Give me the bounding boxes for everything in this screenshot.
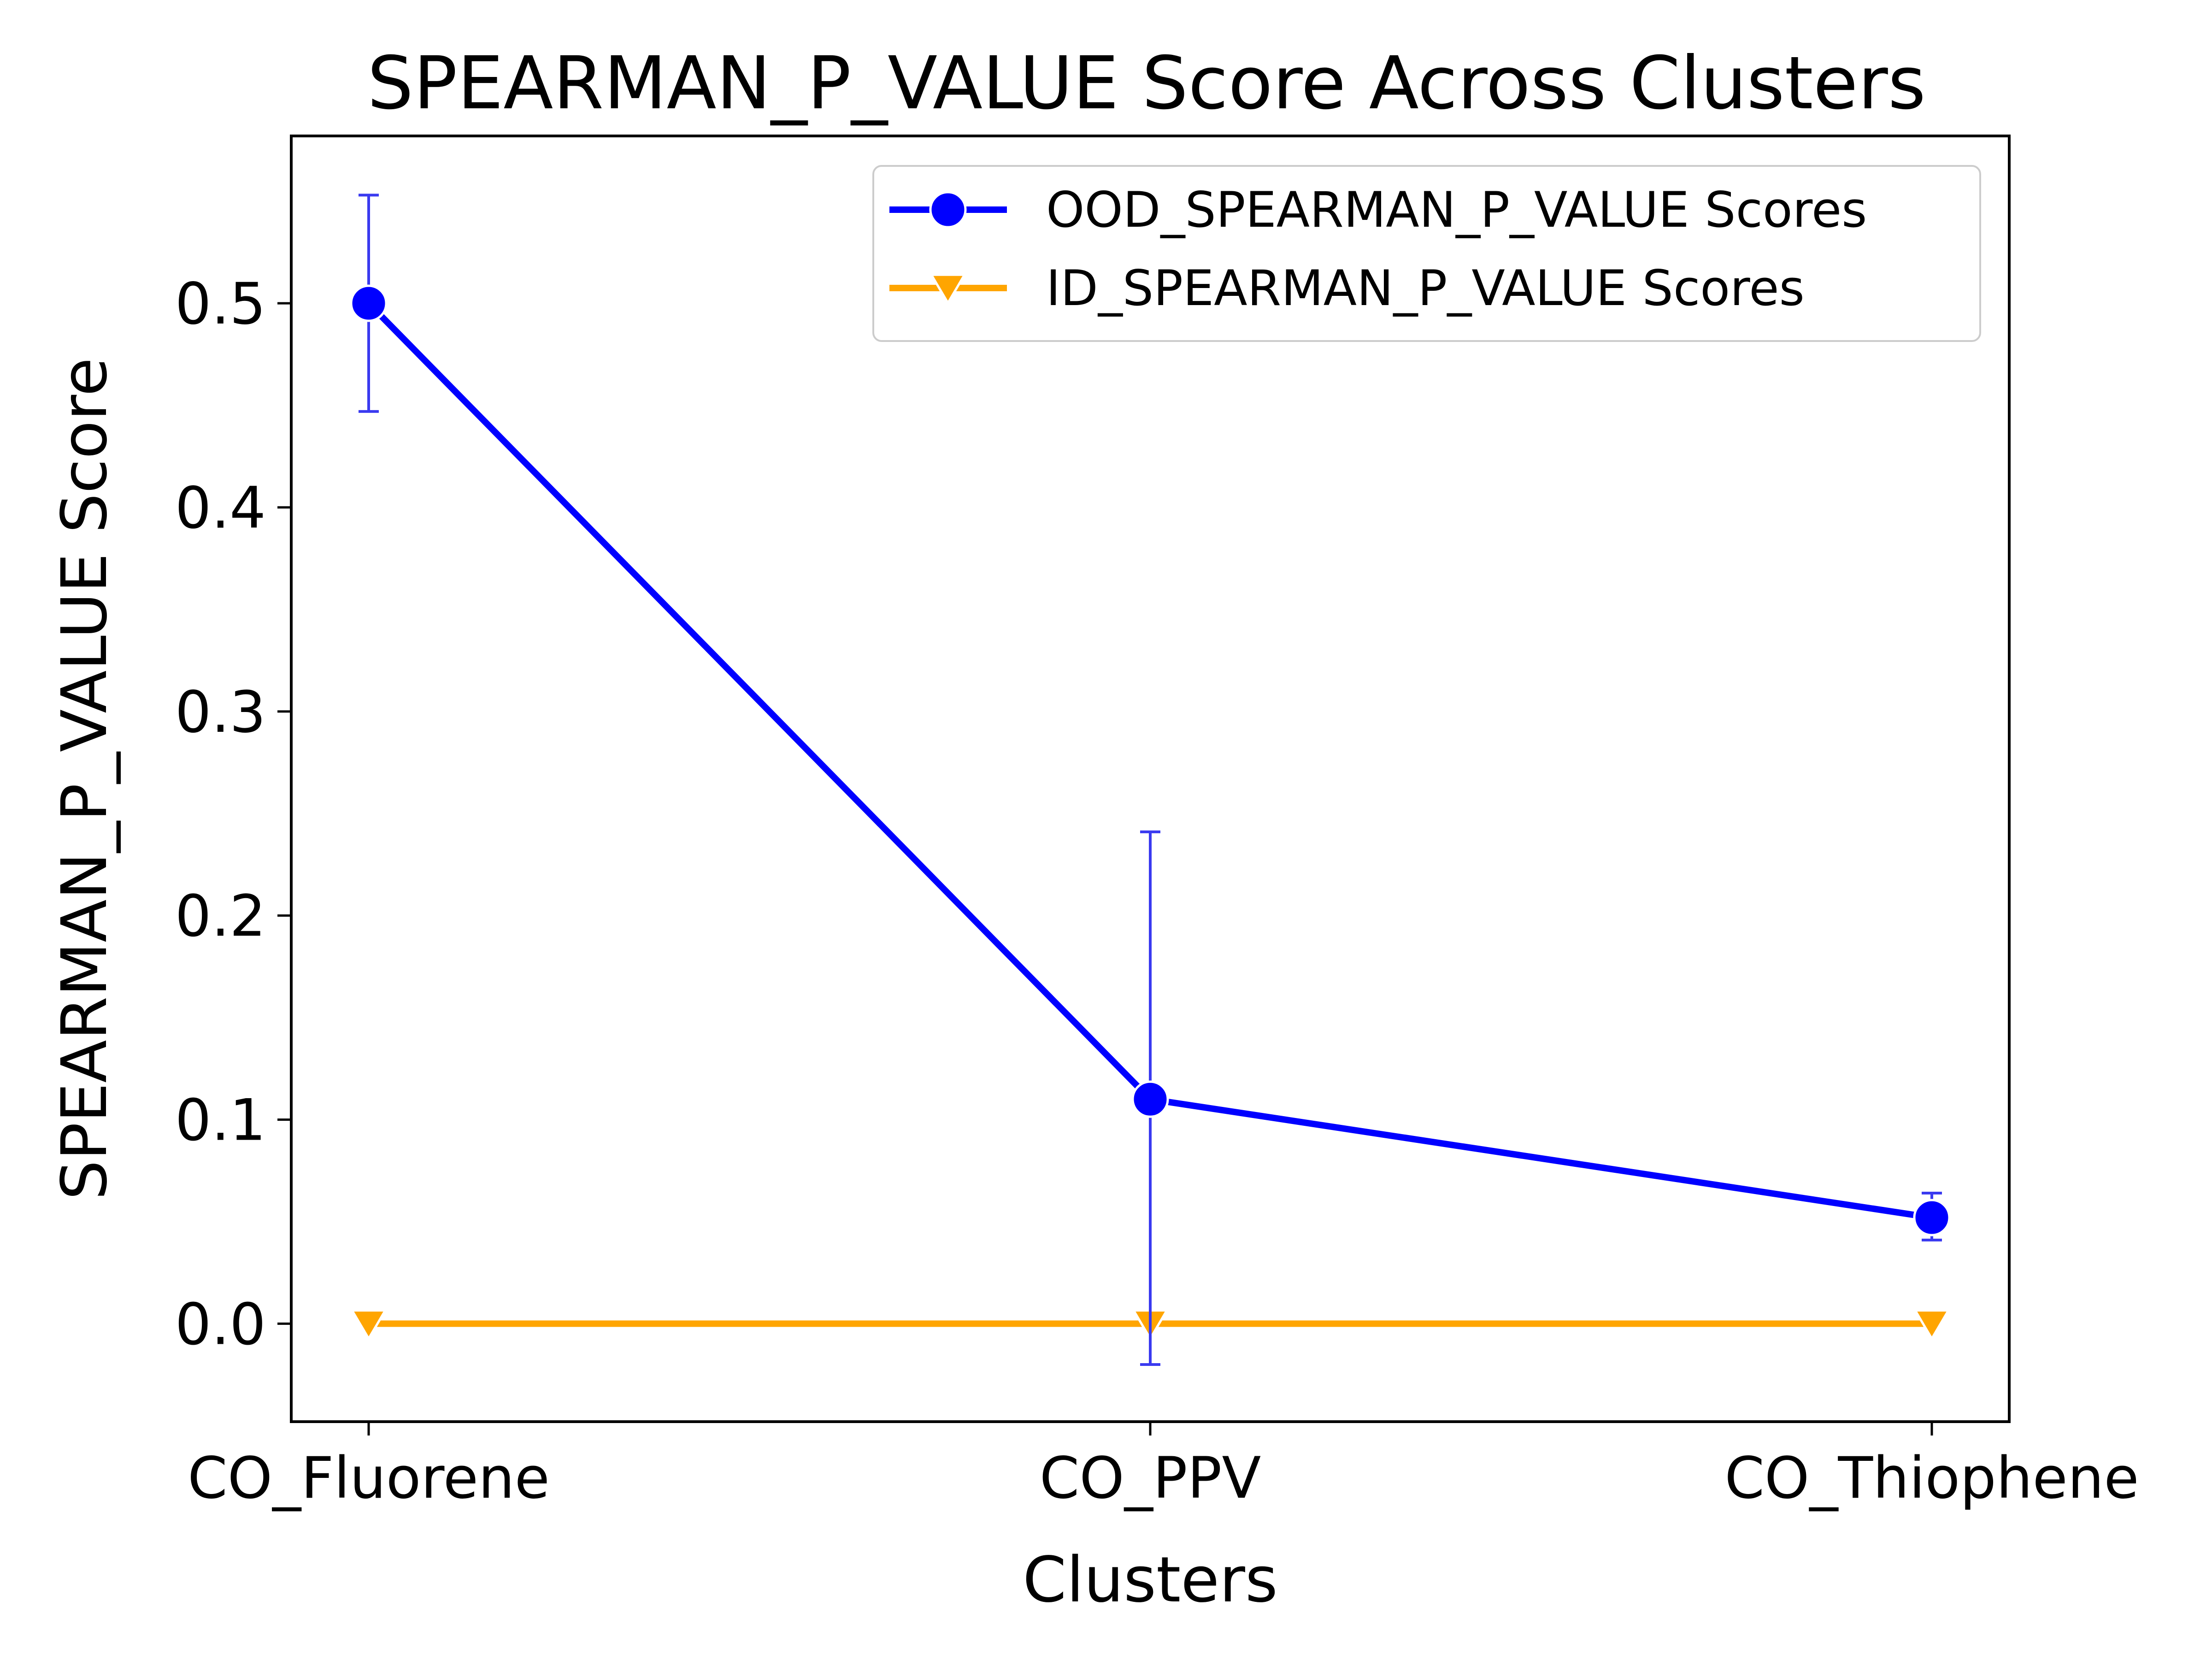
ood-marker: [1913, 1199, 1951, 1236]
x-tick-label: CO_PPV: [1040, 1445, 1261, 1512]
chart-title: SPEARMAN_P_VALUE Score Across Clusters: [367, 41, 1926, 126]
legend-box: [872, 165, 1981, 342]
ood-marker: [1131, 1080, 1169, 1118]
y-tick-label: 0.5: [175, 271, 266, 337]
ood-marker: [350, 284, 388, 322]
id-marker: [1913, 1309, 1951, 1341]
legend-entry: OOD_SPEARMAN_P_VALUE Scores: [889, 182, 1867, 238]
legend-label: OOD_SPEARMAN_P_VALUE Scores: [1046, 182, 1867, 238]
y-tick-label: 0.4: [175, 475, 266, 541]
plot-area: [350, 194, 1951, 1366]
axis-ticks: 0.0 0.1 0.2 0.3 0.4 0.5 CO_Fluorene CO_PPV CO_Th…: [175, 271, 2139, 1512]
y-tick-label: 0.2: [175, 883, 266, 950]
x-tick-label: CO_Thiophene: [1724, 1445, 2139, 1512]
legend: OOD_SPEARMAN_P_VALUE Scores ID_SPEARMAN_P…: [872, 165, 1981, 342]
legend-marker-circle: [929, 191, 967, 229]
x-tick-label: CO_Fluorene: [188, 1445, 550, 1512]
legend-marker-triangle: [929, 273, 967, 306]
y-tick-label: 0.0: [175, 1291, 266, 1358]
legend-label: ID_SPEARMAN_P_VALUE Scores: [1046, 260, 1805, 317]
legend-entry: ID_SPEARMAN_P_VALUE Scores: [889, 260, 1805, 317]
x-axis-label: Clusters: [1023, 1544, 1278, 1617]
id-marker: [350, 1309, 388, 1341]
y-axis-label: SPEARMAN_P_VALUE Score: [48, 358, 121, 1200]
y-tick-label: 0.3: [175, 679, 266, 746]
y-tick-label: 0.1: [175, 1088, 266, 1154]
